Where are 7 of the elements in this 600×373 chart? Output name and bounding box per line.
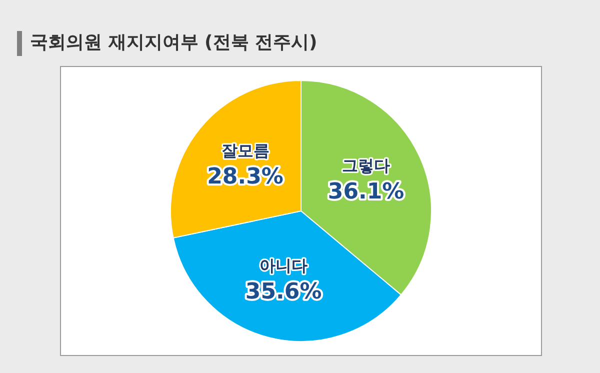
slice-label: 잘모름 (221, 140, 270, 160)
slice-label: 아니다 (260, 256, 308, 275)
data-label: 35.6% (245, 279, 322, 304)
chart-title: 국회의원 재지지여부 (전북 전주시) (30, 31, 318, 54)
slice-label: 그렇다 (342, 156, 390, 175)
data-label: 28.3% (207, 164, 284, 190)
data-label: 36.1% (328, 179, 404, 204)
